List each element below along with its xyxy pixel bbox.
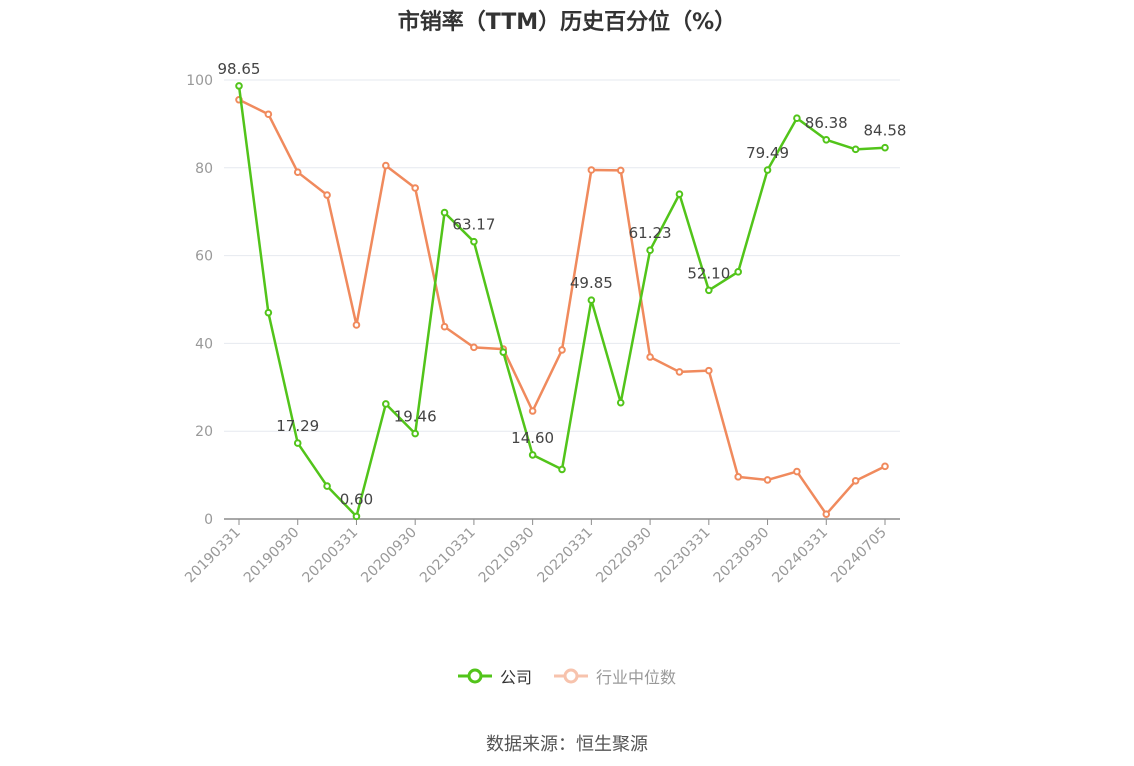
data-point-company: [235, 82, 243, 90]
data-point-company: [470, 237, 478, 246]
series: [235, 82, 889, 521]
data-point-industry-median: [675, 368, 684, 376]
data-label: 61.23: [629, 224, 672, 242]
data-label: 52.10: [687, 264, 730, 282]
data-point-company: [293, 439, 302, 447]
data-point-company: [675, 190, 684, 198]
y-tick-label: 40: [195, 336, 213, 352]
data-point-company: [646, 246, 654, 255]
x-tick-label: 20220930: [593, 525, 655, 587]
data-label: 0.60: [340, 490, 373, 508]
y-tick-label: 100: [186, 73, 213, 89]
x-tick-label: 20240705: [828, 525, 890, 587]
data-point-industry-median: [323, 191, 331, 199]
y-tick-label: 60: [195, 249, 213, 265]
data-point-company: [822, 135, 831, 144]
data-point-industry-median: [734, 473, 742, 481]
y-tick-label: 20: [195, 424, 213, 440]
data-point-company: [587, 296, 596, 304]
data-point-company: [616, 398, 625, 407]
data-point-industry-median: [352, 321, 361, 329]
legend-item-industry-median[interactable]: 行业中位数: [554, 664, 676, 688]
data-point-industry-median: [851, 477, 860, 485]
data-label: 49.85: [570, 274, 613, 292]
data-label: 79.49: [746, 144, 789, 162]
x-tick-label: 20210930: [476, 525, 538, 587]
y-tick-label: 0: [204, 512, 213, 528]
data-point-company: [323, 482, 331, 490]
x-tick-label: 20200331: [300, 525, 362, 587]
legend-label-company: 公司: [499, 668, 532, 687]
data-point-industry-median: [558, 346, 566, 354]
data-point-company: [264, 308, 273, 317]
data-label: 86.38: [805, 114, 848, 132]
legend-marker-industry-median: [554, 668, 588, 684]
data-point-company: [793, 114, 801, 122]
data-label: 84.58: [864, 122, 907, 140]
legend-item-company[interactable]: 公司: [457, 664, 532, 688]
data-point-company: [440, 208, 449, 217]
data-point-industry-median: [411, 184, 419, 192]
data-point-company: [411, 429, 419, 438]
data-label: 14.60: [511, 429, 554, 447]
data-point-company: [763, 166, 772, 174]
data-point-company: [881, 143, 889, 152]
x-tick-label: 20190930: [241, 525, 303, 587]
data-point-industry-median: [793, 467, 801, 476]
data-point-industry-median: [616, 166, 625, 175]
data-point-industry-median: [440, 322, 449, 331]
data-point-industry-median: [822, 510, 831, 518]
data-point-company: [851, 145, 860, 154]
data-point-industry-median: [470, 343, 478, 352]
data-point-industry-median: [705, 366, 713, 375]
data-point-industry-median: [528, 407, 537, 415]
data-point-industry-median: [646, 353, 654, 361]
data-label: 19.46: [394, 408, 437, 426]
x-tick-label: 20230331: [652, 525, 714, 587]
data-point-industry-median: [264, 110, 273, 119]
x-tick-label: 20220331: [534, 525, 596, 587]
chart-title: 市销率（TTM）历史百分位（%）: [397, 10, 737, 35]
legend-label-industry-median: 行业中位数: [596, 668, 677, 687]
data-label: 63.17: [452, 216, 495, 234]
data-point-company: [499, 348, 508, 356]
data-point-industry-median: [382, 161, 390, 170]
data-point-industry-median: [881, 462, 889, 471]
data-point-company: [558, 465, 566, 474]
x-tick-label: 20200930: [358, 525, 420, 587]
grid-lines: [224, 79, 900, 432]
data-point-company: [382, 400, 390, 408]
legend-marker-company: [457, 668, 492, 684]
data-label: 98.65: [218, 60, 261, 78]
x-tick-label: 20210331: [417, 525, 479, 587]
data-labels: 98.65 17.29 0.60 19.46 63.17 14.60 49.85 61.23 5…: [218, 60, 907, 508]
data-source: 数据来源：恒生聚源: [486, 734, 648, 755]
data-point-company: [705, 286, 713, 295]
x-tick-label: 20190331: [182, 525, 244, 587]
data-point-company: [352, 512, 361, 521]
legend: 公司 行业中位数: [0, 664, 1134, 688]
data-point-industry-median: [763, 476, 772, 484]
data-point-industry-median: [293, 168, 302, 176]
data-point-company: [528, 451, 537, 459]
data-point-company: [734, 268, 742, 276]
axes: 0 20 40 60 80 100 2019033120190930202003312020…: [182, 73, 900, 586]
x-tick-label: 20230930: [711, 525, 773, 587]
y-tick-label: 80: [195, 161, 213, 177]
data-label: 17.29: [276, 417, 319, 435]
x-tick-label: 20240331: [769, 525, 831, 587]
data-point-industry-median: [587, 166, 596, 174]
